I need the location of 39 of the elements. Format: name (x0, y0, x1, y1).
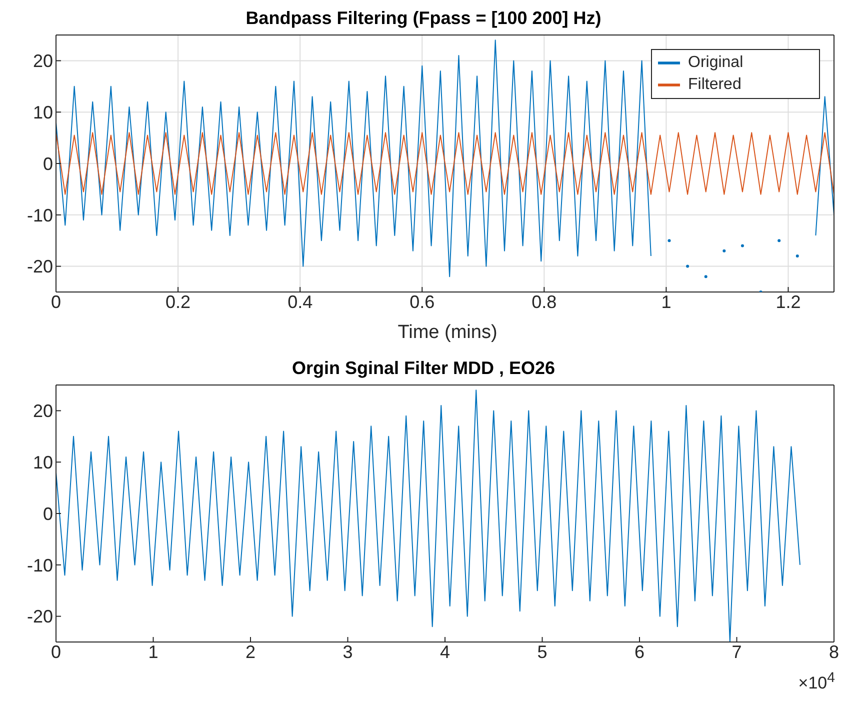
y-tick-label: 0 (42, 154, 53, 174)
legend-label: Original (687, 54, 744, 72)
x-axis-title: Time (mins) (396, 322, 498, 345)
point (722, 249, 726, 252)
y-tick-label: 10 (32, 102, 53, 122)
point (740, 244, 744, 248)
point (686, 264, 690, 268)
chart-title: Bandpass Filtering (Fpass = [100 200] Hz) (244, 8, 602, 30)
point (796, 254, 799, 258)
y-tick-label: -10 (26, 555, 53, 576)
y-tick-label: 20 (32, 51, 53, 72)
x-tick-label: 0.8 (532, 292, 557, 312)
text: ×10$^{4}$ (798, 670, 835, 694)
x-tick-label: 0.2 (166, 292, 191, 312)
x-tick-label: 6 (634, 642, 645, 662)
y-tick-label: -10 (26, 205, 53, 226)
x-tick-label: 3 (342, 642, 353, 662)
x-tick-label: 1 (148, 642, 158, 662)
y-tick-label: 20 (32, 401, 53, 422)
x-tick-label: 7 (732, 642, 742, 662)
x-tick-label: 0.4 (288, 292, 313, 312)
x-tick-label: 8 (828, 642, 840, 662)
legend-label: Filtered (687, 76, 742, 94)
x-tick-label: 4 (440, 642, 450, 662)
y-tick-label: -20 (26, 606, 53, 627)
x-tick-label: 1 (661, 292, 672, 312)
y-tick-label: -20 (26, 256, 53, 277)
point (704, 275, 708, 278)
x-tick-label: 5 (537, 642, 548, 662)
line-series (56, 132, 834, 195)
point (668, 239, 671, 242)
line-series (56, 390, 800, 642)
x-tick-label: 2 (245, 642, 256, 662)
point (778, 239, 781, 242)
x-tick-label: 1.2 (776, 292, 801, 312)
y-tick-label: 10 (32, 452, 53, 472)
x-tick-label: 0.6 (410, 292, 435, 312)
chart-title: Orgin Sginal Filter MDD , EO26 (290, 358, 556, 380)
y-tick-label: 0 (42, 504, 53, 524)
